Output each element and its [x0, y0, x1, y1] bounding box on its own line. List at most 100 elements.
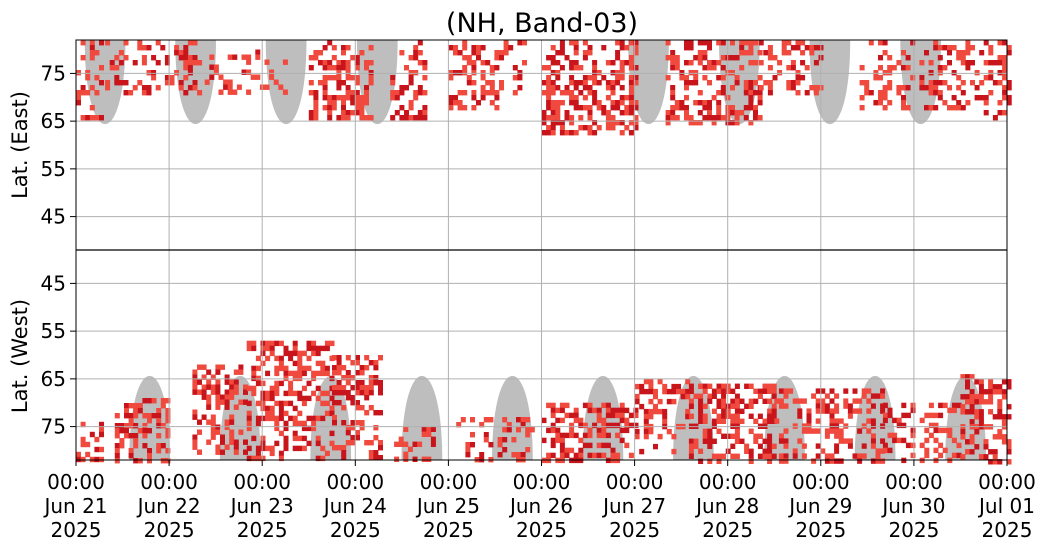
activity-cell — [313, 55, 319, 61]
activity-cell — [470, 417, 475, 423]
activity-cell — [748, 60, 754, 66]
activity-cell — [806, 418, 812, 424]
activity-cell — [829, 408, 835, 414]
activity-cell — [569, 447, 575, 454]
activity-cell — [857, 398, 863, 404]
activity-cell — [1002, 55, 1008, 61]
activity-cell — [503, 45, 509, 51]
activity-cell — [697, 60, 703, 66]
y-tick-label: 55 — [41, 157, 66, 181]
activity-cell — [988, 50, 994, 56]
activity-cell — [861, 388, 867, 394]
activity-cell — [947, 427, 953, 434]
activity-cell — [378, 355, 383, 361]
activity-cell — [730, 55, 735, 61]
activity-cell — [592, 65, 598, 71]
activity-cell — [350, 385, 356, 391]
activity-cell — [734, 403, 740, 409]
activity-cell — [707, 105, 712, 111]
activity-cell — [628, 75, 634, 81]
activity-cell — [255, 455, 261, 462]
activity-cell — [800, 60, 806, 66]
activity-cell — [368, 115, 374, 121]
activity-cell — [89, 115, 95, 121]
activity-cell — [786, 65, 792, 71]
activity-cell — [587, 75, 593, 81]
activity-cell — [721, 408, 727, 414]
activity-cell — [251, 435, 257, 442]
activity-cell — [734, 393, 740, 399]
activity-cell — [861, 393, 867, 399]
activity-cell — [910, 407, 916, 414]
activity-cell — [341, 105, 346, 111]
x-tick-year: 2025 — [982, 518, 1033, 542]
activity-cell — [124, 423, 129, 429]
activity-cell — [965, 50, 971, 56]
activity-cell — [748, 428, 754, 434]
activity-cell — [974, 429, 980, 435]
activity-cell — [408, 100, 414, 106]
x-tick-date: Jul 01 — [977, 494, 1035, 518]
activity-cell — [983, 399, 989, 405]
activity-cell — [308, 80, 314, 86]
activity-cell — [341, 110, 346, 116]
activity-cell — [494, 105, 500, 111]
activity-cell — [220, 449, 225, 455]
activity-cell — [124, 408, 129, 414]
activity-cell — [315, 415, 321, 422]
activity-cell — [937, 45, 943, 51]
activity-cell — [721, 393, 727, 399]
activity-cell — [762, 438, 768, 444]
activity-cell — [866, 428, 872, 434]
activity-cell — [89, 105, 95, 111]
activity-cell — [246, 425, 252, 432]
activity-cell — [292, 360, 298, 367]
activity-cell — [573, 412, 579, 419]
activity-cell — [734, 110, 740, 116]
activity-cell — [141, 55, 147, 61]
activity-cell — [721, 403, 727, 409]
activity-cell — [368, 75, 374, 81]
activity-cell — [748, 50, 754, 56]
activity-cell — [269, 395, 275, 402]
activity-cell — [887, 100, 893, 106]
activity-cell — [666, 428, 672, 435]
activity-cell — [693, 438, 699, 444]
activity-cell — [76, 95, 81, 101]
activity-cell — [311, 415, 317, 422]
activity-cell — [422, 105, 428, 111]
activity-cell — [628, 80, 634, 86]
activity-cell — [880, 403, 886, 409]
activity-cell — [426, 431, 432, 437]
activity-cell — [292, 405, 298, 412]
activity-cell — [569, 130, 575, 136]
activity-cell — [345, 75, 351, 81]
activity-cell — [345, 390, 351, 396]
activity-cell — [183, 55, 189, 61]
activity-cell — [246, 455, 252, 462]
activity-cell — [206, 369, 212, 375]
activity-cell — [596, 105, 602, 111]
activity-cell — [674, 65, 680, 71]
activity-cell — [350, 55, 356, 61]
activity-cell — [354, 110, 360, 116]
activity-cell — [359, 100, 365, 106]
activity-cell — [559, 100, 565, 106]
activity-cell — [255, 445, 261, 452]
activity-cell — [983, 454, 989, 460]
activity-cell — [813, 45, 819, 51]
activity-cell — [192, 369, 198, 375]
activity-cell — [210, 389, 216, 395]
activity-cell — [896, 85, 902, 91]
activity-cell — [555, 75, 561, 81]
activity-cell — [743, 80, 749, 86]
activity-cell — [834, 448, 840, 454]
activity-cell — [282, 89, 288, 95]
activity-cell — [123, 55, 129, 61]
activity-cell — [315, 395, 321, 402]
activity-cell — [89, 55, 95, 61]
activity-cell — [601, 452, 607, 459]
activity-cell — [711, 393, 717, 399]
activity-cell — [573, 417, 579, 424]
activity-cell — [969, 399, 975, 405]
